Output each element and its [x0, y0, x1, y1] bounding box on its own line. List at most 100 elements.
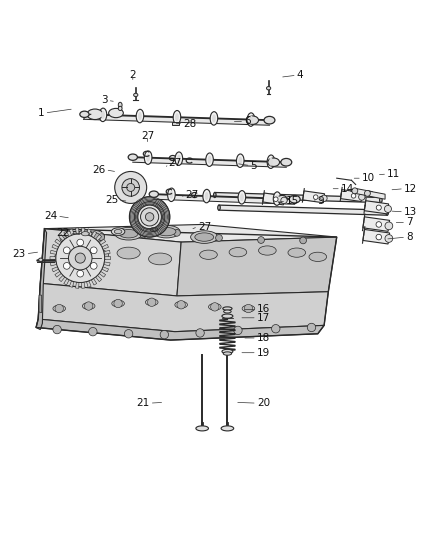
Circle shape [114, 300, 122, 308]
Polygon shape [367, 191, 385, 199]
Ellipse shape [177, 155, 181, 163]
Circle shape [160, 330, 169, 339]
Text: 3: 3 [101, 95, 108, 106]
Ellipse shape [138, 112, 142, 120]
Polygon shape [55, 271, 61, 277]
Ellipse shape [273, 192, 281, 205]
Ellipse shape [238, 157, 242, 165]
Text: 18: 18 [257, 333, 270, 343]
Circle shape [300, 237, 307, 244]
Ellipse shape [212, 115, 216, 123]
Ellipse shape [99, 108, 107, 122]
Ellipse shape [147, 225, 161, 233]
Ellipse shape [175, 301, 187, 308]
Circle shape [85, 302, 93, 310]
Circle shape [211, 303, 219, 311]
Ellipse shape [119, 230, 138, 238]
Ellipse shape [203, 189, 210, 203]
Ellipse shape [149, 191, 159, 197]
Text: 5: 5 [251, 160, 257, 171]
Ellipse shape [208, 303, 221, 310]
Polygon shape [99, 271, 106, 277]
Ellipse shape [39, 258, 43, 262]
Circle shape [64, 263, 70, 269]
Circle shape [53, 325, 61, 334]
Ellipse shape [269, 158, 273, 166]
Polygon shape [102, 267, 109, 272]
Ellipse shape [309, 252, 327, 262]
Ellipse shape [249, 116, 253, 124]
Ellipse shape [264, 116, 275, 124]
Circle shape [385, 235, 393, 243]
Circle shape [148, 298, 156, 306]
Ellipse shape [118, 102, 122, 108]
Text: 20: 20 [257, 398, 270, 408]
Polygon shape [219, 205, 387, 215]
Ellipse shape [229, 247, 247, 257]
Ellipse shape [118, 106, 122, 110]
Ellipse shape [218, 205, 220, 210]
Circle shape [385, 205, 392, 213]
Circle shape [321, 195, 327, 201]
Ellipse shape [78, 230, 92, 238]
Text: 16: 16 [257, 304, 270, 314]
Circle shape [122, 179, 139, 196]
Ellipse shape [200, 250, 217, 260]
Ellipse shape [81, 232, 100, 240]
Circle shape [56, 233, 105, 282]
Ellipse shape [117, 247, 140, 259]
Ellipse shape [82, 303, 95, 309]
Ellipse shape [157, 228, 176, 236]
Circle shape [141, 208, 159, 226]
Ellipse shape [386, 210, 389, 215]
Circle shape [376, 222, 381, 227]
Ellipse shape [145, 151, 152, 164]
Ellipse shape [150, 228, 158, 232]
Ellipse shape [170, 191, 173, 199]
Ellipse shape [214, 192, 216, 198]
Ellipse shape [111, 228, 125, 236]
Text: 23: 23 [12, 249, 25, 259]
Text: 9: 9 [318, 196, 325, 206]
Ellipse shape [258, 246, 276, 255]
Ellipse shape [148, 253, 172, 265]
Polygon shape [154, 194, 295, 204]
Ellipse shape [191, 231, 218, 244]
Circle shape [352, 188, 358, 194]
Circle shape [68, 246, 92, 270]
Text: 19: 19 [257, 348, 270, 358]
Ellipse shape [80, 111, 89, 117]
Circle shape [127, 183, 135, 191]
Polygon shape [364, 201, 389, 214]
Text: 17: 17 [257, 313, 270, 323]
Circle shape [351, 193, 356, 198]
Ellipse shape [238, 191, 246, 204]
Ellipse shape [146, 154, 150, 161]
Ellipse shape [266, 86, 271, 90]
Polygon shape [38, 284, 328, 332]
Polygon shape [36, 229, 46, 329]
Circle shape [273, 197, 278, 201]
Ellipse shape [53, 305, 66, 312]
Ellipse shape [277, 196, 287, 203]
Circle shape [215, 235, 223, 241]
Polygon shape [52, 244, 59, 249]
Text: 27: 27 [169, 158, 182, 168]
Ellipse shape [224, 310, 231, 313]
Text: 8: 8 [406, 232, 413, 242]
Polygon shape [177, 237, 337, 296]
Circle shape [314, 195, 318, 199]
Polygon shape [105, 256, 110, 260]
Text: 7: 7 [406, 217, 413, 228]
Ellipse shape [267, 155, 275, 168]
Circle shape [196, 329, 204, 337]
Ellipse shape [77, 230, 104, 243]
Ellipse shape [153, 225, 180, 238]
Circle shape [140, 231, 147, 238]
Text: 10: 10 [362, 173, 375, 183]
Text: 28: 28 [183, 118, 197, 128]
Text: 27: 27 [198, 222, 211, 231]
Polygon shape [52, 267, 59, 272]
Polygon shape [355, 188, 372, 197]
Ellipse shape [87, 109, 103, 119]
